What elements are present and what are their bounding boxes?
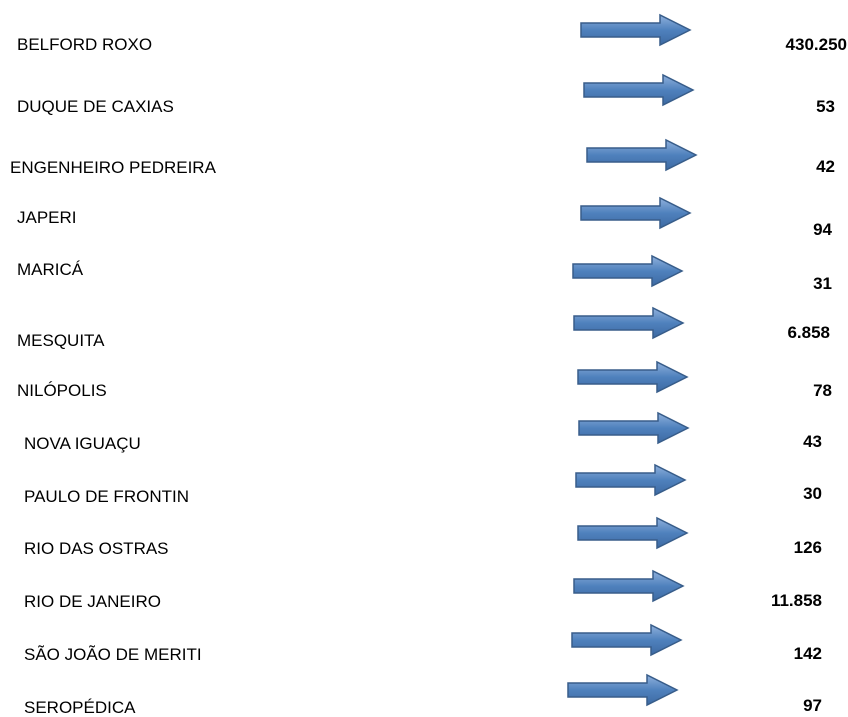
- arrow: [573, 569, 685, 603]
- row-value: 11.858: [770, 591, 822, 610]
- arrow: [580, 13, 692, 47]
- row-name: ENGENHEIRO PEDREIRA: [10, 158, 216, 177]
- row-name: NOVA IGUAÇU: [24, 434, 141, 453]
- arrow-shape: [573, 306, 685, 340]
- row-value: 94: [813, 220, 832, 239]
- arrow-shape: [586, 138, 698, 172]
- row-name: PAULO DE FRONTIN: [24, 487, 189, 506]
- row-name: RIO DAS OSTRAS: [24, 539, 169, 558]
- arrow: [577, 360, 689, 394]
- arrow: [578, 411, 690, 445]
- row-name: RIO DE JANEIRO: [24, 592, 161, 611]
- row-value: 53: [816, 97, 835, 116]
- row-value: 126: [793, 538, 822, 557]
- arrow: [572, 254, 684, 288]
- arrow: [571, 623, 683, 657]
- row-name: NILÓPOLIS: [17, 381, 107, 400]
- row-value: 30: [803, 484, 822, 503]
- row-value: 97: [803, 696, 822, 715]
- arrow: [577, 516, 689, 550]
- row-name: BELFORD ROXO: [17, 35, 153, 54]
- arrow: [567, 673, 679, 707]
- row-value: 31: [813, 274, 832, 293]
- row-value: 430.250: [785, 35, 847, 54]
- arrow: [586, 138, 698, 172]
- row-value: 78: [813, 381, 832, 400]
- arrow-shape: [573, 569, 685, 603]
- row-name: MARICÁ: [17, 260, 84, 279]
- arrow-shape: [577, 360, 689, 394]
- arrow: [573, 306, 685, 340]
- row-value: 142: [793, 644, 822, 663]
- arrow-shape: [580, 13, 692, 47]
- arrow-shape: [583, 73, 695, 107]
- row-name: MESQUITA: [17, 331, 105, 350]
- row-value: 42: [816, 157, 835, 176]
- arrow-shape: [567, 673, 679, 707]
- arrow-shape: [577, 516, 689, 550]
- row-name: SÃO JOÃO DE MERITI: [24, 645, 202, 664]
- arrow-shape: [571, 623, 683, 657]
- arrow: [580, 196, 692, 230]
- arrow-shape: [580, 196, 692, 230]
- row-value: 43: [803, 432, 822, 451]
- arrow: [583, 73, 695, 107]
- row-name: JAPERI: [17, 208, 77, 227]
- row-value: 6.858: [787, 323, 830, 342]
- arrow-shape: [572, 254, 684, 288]
- row-name: SEROPÉDICA: [24, 698, 136, 717]
- arrow: [575, 463, 687, 497]
- arrow-shape: [575, 463, 687, 497]
- row-name: DUQUE DE CAXIAS: [17, 97, 174, 116]
- arrow-shape: [578, 411, 690, 445]
